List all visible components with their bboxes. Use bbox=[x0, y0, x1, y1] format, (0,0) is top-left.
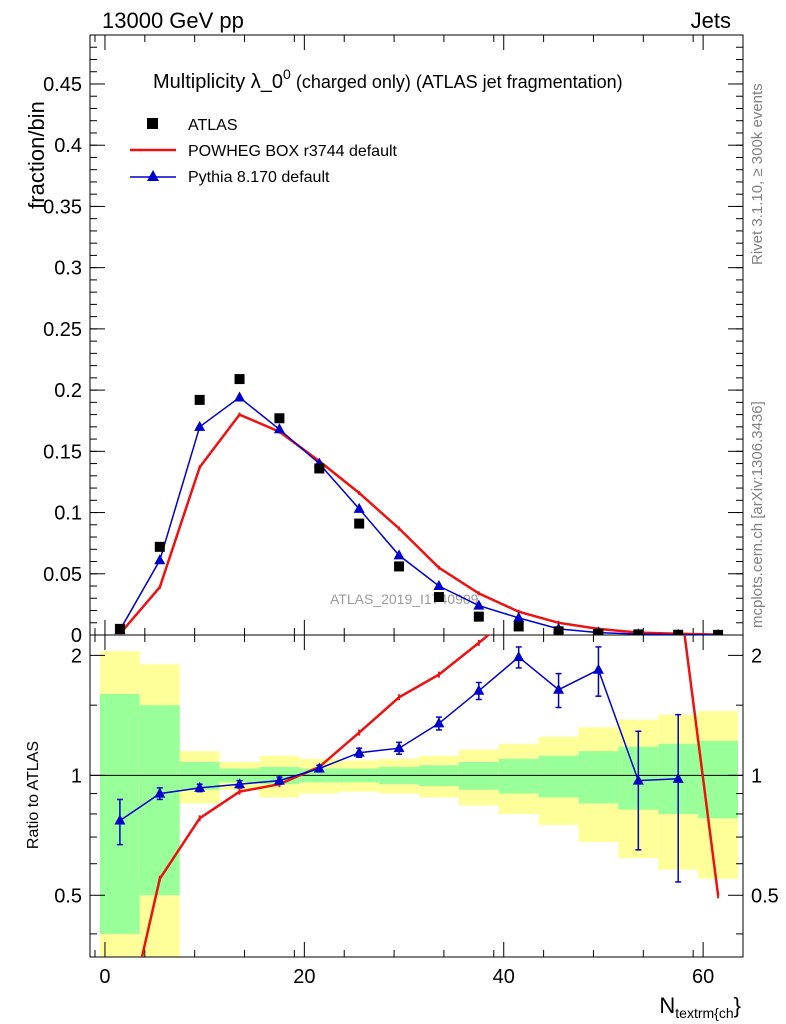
pythia-ratio-marker bbox=[234, 778, 246, 789]
main-y-tick-label: 0.25 bbox=[43, 319, 82, 341]
pythia-ratio-marker bbox=[114, 814, 126, 825]
atlas-data-marker bbox=[274, 413, 285, 424]
pythia-ratio-marker bbox=[513, 651, 525, 662]
x-tick-label: 60 bbox=[692, 966, 714, 988]
atlas-data-marker bbox=[114, 623, 125, 634]
main-y-tick-label: 0.1 bbox=[54, 503, 82, 525]
beam-label: 13000 GeV pp bbox=[102, 8, 244, 33]
atlas-data-marker bbox=[713, 629, 724, 635]
ratio-y-tick-label-right: 2 bbox=[751, 645, 762, 667]
pythia-ratio-marker bbox=[194, 781, 206, 792]
main-y-tick-label: 0 bbox=[71, 625, 82, 647]
pythia-ratio-marker bbox=[273, 774, 285, 785]
x-axis-title: Ntextrm{ch} bbox=[659, 993, 741, 1021]
title-main: Multiplicity λ_0 bbox=[153, 71, 283, 93]
main-y-tick-label: 0.2 bbox=[54, 380, 82, 402]
pythia-ratio-marker bbox=[473, 684, 485, 695]
rivet-version-label: Rivet 3.1.10, ≥ 300k events bbox=[749, 83, 766, 265]
atlas-data-marker bbox=[433, 592, 444, 603]
pythia-main-marker bbox=[273, 423, 285, 434]
axes: 00.050.10.150.20.250.30.350.40.450 20 40 60… bbox=[43, 35, 779, 988]
atlas-data-marker bbox=[673, 629, 684, 635]
legend-pythia-marker bbox=[147, 170, 159, 181]
pythia-ratio-marker bbox=[553, 683, 565, 694]
ratio-plot-frame bbox=[89, 634, 744, 958]
title-superscript: 0 bbox=[283, 66, 291, 82]
pythia-main-marker bbox=[513, 611, 525, 622]
pythia-ratio-marker bbox=[313, 762, 325, 773]
ratio-y-tick-label: 1 bbox=[71, 765, 82, 787]
atlas-data-marker bbox=[633, 629, 644, 635]
atlas-data-marker bbox=[553, 626, 564, 635]
main-y-tick-label: 0.35 bbox=[43, 196, 82, 218]
process-label: Jets bbox=[691, 8, 731, 33]
pythia-ratio-marker bbox=[592, 663, 604, 674]
pythia-main-marker bbox=[194, 420, 206, 431]
pythia-ratio-marker bbox=[393, 742, 405, 753]
x-tick-label: 20 bbox=[293, 966, 315, 988]
pythia-main-marker bbox=[353, 502, 365, 513]
inner-uncertainty-band bbox=[498, 758, 539, 794]
x-axis-title-brace: } bbox=[734, 993, 741, 1018]
main-data-layer bbox=[114, 374, 724, 635]
ratio-y-tick-label-right: 1 bbox=[751, 765, 762, 787]
atlas-data-marker bbox=[593, 628, 604, 635]
main-y-tick-label: 0.3 bbox=[54, 258, 82, 280]
ratio-y-axis-title: Ratio to ATLAS bbox=[25, 741, 42, 849]
atlas-data-marker bbox=[473, 611, 484, 622]
pythia-ratio-marker bbox=[154, 787, 166, 798]
pythia-main-marker bbox=[234, 391, 246, 402]
pythia-main-marker bbox=[473, 599, 485, 610]
inner-uncertainty-band bbox=[139, 705, 180, 896]
pythia-ratio-marker bbox=[672, 772, 684, 783]
main-y-tick-label: 0.05 bbox=[43, 564, 82, 586]
x-axis-title-subscript: textrm{ch bbox=[675, 1005, 733, 1021]
x-tick-label: 40 bbox=[493, 966, 515, 988]
mcplots-label: mcplots.cern.ch [arXiv:1306.3436] bbox=[749, 401, 766, 628]
main-y-tick-label: 0.4 bbox=[54, 135, 82, 157]
pythia-main-marker bbox=[433, 580, 445, 591]
inner-uncertainty-band bbox=[698, 740, 739, 819]
main-y-tick-label: 0.15 bbox=[43, 441, 82, 463]
pythia-ratio-marker bbox=[632, 774, 644, 785]
ratio-y-tick-label-right: 0.5 bbox=[751, 885, 779, 907]
inner-uncertainty-band bbox=[578, 751, 619, 804]
atlas-data-marker bbox=[314, 463, 325, 474]
analysis-watermark: ATLAS_2019_I1740909 bbox=[330, 591, 479, 607]
x-tick-label: 0 bbox=[99, 966, 110, 988]
inner-uncertainty-band bbox=[538, 755, 579, 798]
ratio-y-tick-label: 2 bbox=[71, 645, 82, 667]
pythia-main-marker bbox=[154, 554, 166, 565]
powheg-main-line bbox=[118, 413, 719, 635]
ratio-uncertainty-bands bbox=[99, 651, 739, 957]
plot-title: Multiplicity λ_00 (charged only) (ATLAS … bbox=[153, 66, 623, 93]
pythia-ratio-marker bbox=[353, 746, 365, 757]
pythia-ratio-marker bbox=[433, 717, 445, 728]
legend-atlas-label: ATLAS bbox=[188, 117, 238, 134]
inner-uncertainty-band bbox=[458, 762, 499, 790]
ratio-y-tick-label: 0.5 bbox=[54, 885, 82, 907]
powheg-ratio-line bbox=[140, 635, 720, 957]
pythia-main-marker bbox=[393, 549, 405, 560]
main-y-axis-title: fraction/bin bbox=[24, 101, 49, 209]
title-suffix: (charged only) (ATLAS jet fragmentation) bbox=[291, 72, 623, 92]
pythia-main-line bbox=[119, 396, 719, 635]
ratio-data-layer bbox=[90, 635, 743, 957]
main-y-tick-label: 0.45 bbox=[43, 74, 82, 96]
atlas-data-marker bbox=[513, 621, 524, 632]
atlas-data-marker bbox=[354, 518, 365, 529]
atlas-data-marker bbox=[194, 394, 205, 405]
atlas-data-marker bbox=[234, 374, 245, 385]
x-axis-title-text: N bbox=[659, 993, 675, 1018]
legend: ATLAS POWHEG BOX r3744 default Pythia 8.… bbox=[130, 117, 398, 186]
legend-powheg-label: POWHEG BOX r3744 default bbox=[188, 143, 398, 160]
atlas-data-marker bbox=[154, 541, 165, 552]
atlas-data-marker bbox=[394, 561, 405, 572]
legend-pythia-label: Pythia 8.170 default bbox=[188, 169, 330, 186]
legend-atlas-marker bbox=[147, 118, 158, 129]
